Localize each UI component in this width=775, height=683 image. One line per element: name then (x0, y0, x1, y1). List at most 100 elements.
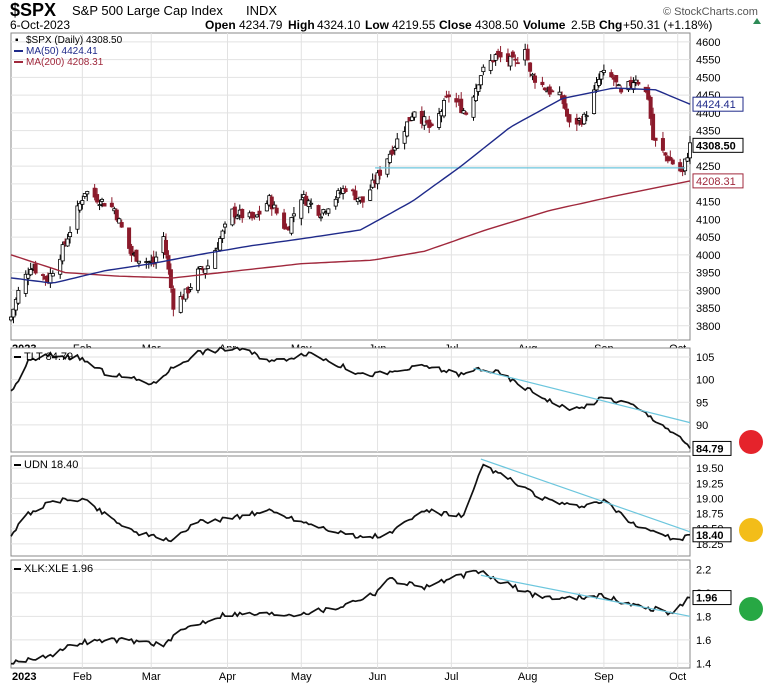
candle-body (282, 212, 287, 229)
candle-body (223, 223, 228, 228)
candle-body (601, 69, 606, 73)
candle-body (592, 89, 597, 114)
candles (8, 43, 693, 324)
candle-body (188, 287, 193, 290)
xlk-xle-signal-dot (739, 597, 763, 621)
candle-body (609, 72, 614, 78)
candle-body (213, 250, 218, 269)
panel-1: 3800385039003950400040504100415042004250… (8, 32, 744, 355)
candle-body (533, 75, 538, 83)
candle-body (402, 131, 407, 144)
candle-body (272, 204, 277, 209)
candle-body (321, 209, 326, 214)
legend-label: UDN 18.40 (24, 459, 78, 471)
candle-body (614, 75, 619, 83)
candle-body (461, 110, 466, 114)
candle-body (274, 207, 279, 214)
open-label: Open (205, 18, 236, 32)
candle-body (510, 51, 515, 58)
x-tick-label: Oct (669, 671, 686, 683)
last-value-label: 18.40 (696, 530, 724, 542)
candle-body (127, 227, 132, 249)
last-value-label: 84.79 (696, 443, 724, 455)
candle-body (441, 100, 446, 117)
candle-body (102, 203, 107, 207)
candle-body (688, 142, 693, 159)
volume-value: 2.5B (571, 18, 596, 32)
y-tick-label: 4150 (696, 197, 720, 209)
candle-body (65, 238, 70, 247)
y-tick-label: 4550 (696, 55, 720, 67)
candle-body (257, 210, 262, 215)
candle-body (660, 138, 665, 151)
candle-body (387, 153, 392, 163)
x-tick-label: Aug (518, 671, 538, 683)
candle-body (220, 230, 225, 239)
y-tick-label: 2.2 (696, 564, 711, 576)
candle-body (446, 94, 451, 98)
candle-body (648, 96, 653, 119)
y-tick-label: 95 (696, 397, 708, 409)
candle-body (284, 226, 289, 230)
candle-body (95, 194, 100, 203)
candle-body (326, 208, 331, 214)
x-tick-label: Feb (73, 671, 92, 683)
candle-body (318, 216, 323, 219)
candle-body (235, 215, 240, 219)
x-tick-label: Jul (444, 671, 458, 683)
candle-body (109, 202, 114, 208)
candle-body (291, 213, 296, 217)
candle-body (100, 198, 105, 202)
candle-body (92, 187, 97, 198)
legend-label: MA(200) 4208.31 (26, 57, 104, 68)
candle-body (97, 204, 102, 207)
y-tick-label: 4050 (696, 232, 720, 244)
y-tick-label: 1.6 (696, 635, 711, 647)
y-tick-label: 4600 (696, 37, 720, 49)
legend-label: XLK:XLE 1.96 (24, 563, 93, 575)
candle-body (85, 191, 90, 195)
candle-body (77, 202, 82, 211)
candle-body (40, 274, 45, 276)
candle-body (26, 273, 31, 279)
candle-body (186, 287, 191, 294)
y-tick-label: 4000 (696, 250, 720, 262)
candle-body (550, 90, 555, 93)
exchange: INDX (246, 3, 277, 18)
candle-body (82, 193, 87, 197)
index-name: S&P 500 Large Cap Index (72, 3, 223, 18)
candle-body (368, 189, 373, 201)
candle-body (336, 190, 341, 199)
candle-body (498, 52, 503, 58)
candle-body (11, 308, 16, 318)
close-value: 4308.50 (475, 18, 519, 32)
high-value: 4324.10 (317, 18, 361, 32)
close-label: Close (439, 18, 472, 32)
candle-body (375, 172, 380, 185)
last-value-box (692, 440, 732, 456)
candle-body (232, 206, 237, 218)
candle-body (68, 232, 73, 238)
y-tick-label: 3950 (696, 268, 720, 280)
candle-body (129, 245, 134, 256)
high-label: High (288, 18, 315, 32)
candle-body (289, 217, 294, 234)
x-tick-label: Apr (219, 671, 236, 683)
symbol: $SPX (10, 0, 56, 20)
candle-body (515, 62, 520, 65)
watermark: © StockCharts.com (663, 6, 758, 18)
candle-body (412, 111, 417, 118)
chg-value: +50.31 (+1.18%) (623, 18, 712, 32)
candle-body (58, 258, 63, 275)
candle-body (683, 158, 688, 172)
candle-body (119, 222, 124, 228)
candle-body (437, 113, 442, 128)
trend-line (480, 574, 691, 617)
candle-body (154, 256, 159, 263)
last-value-box (692, 527, 732, 543)
candle-body (218, 238, 223, 251)
candle-body (574, 117, 579, 125)
candle-body (60, 244, 65, 262)
trend-line (473, 367, 691, 424)
candle-body (663, 152, 668, 156)
